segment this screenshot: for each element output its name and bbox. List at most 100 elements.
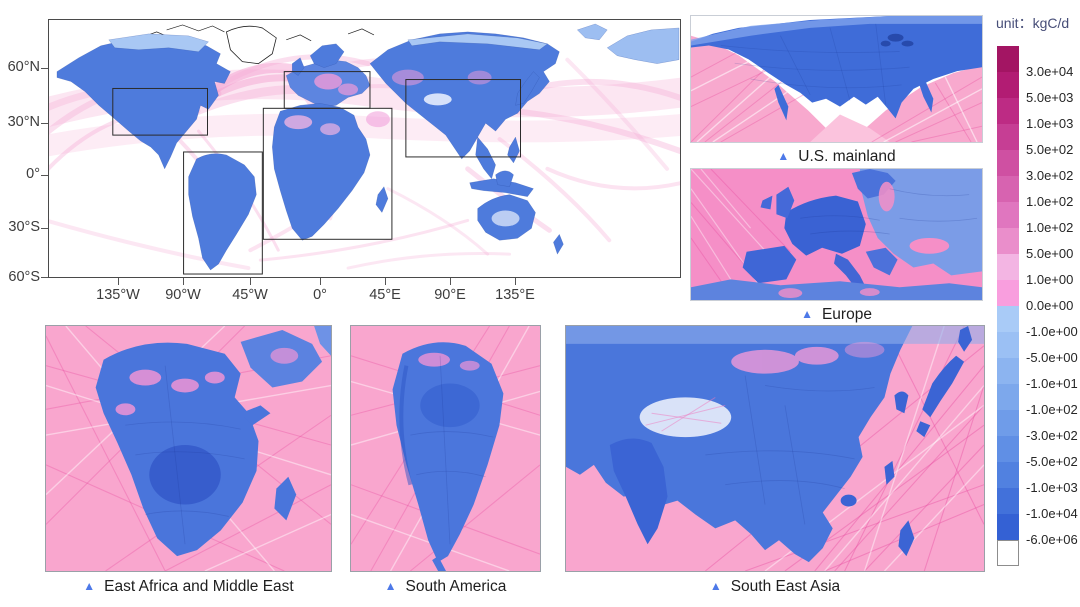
baltic-sea bbox=[878, 181, 895, 212]
colorbar-tick-label: -5.0e+00 bbox=[1026, 350, 1078, 365]
triangle-marker-icon: ▲ bbox=[83, 579, 96, 593]
great-lakes bbox=[880, 33, 914, 47]
colorbar-segment bbox=[997, 462, 1019, 488]
y-axis-tick bbox=[41, 175, 48, 176]
taiwan bbox=[884, 460, 895, 485]
unit-prefix: unit： bbox=[996, 15, 1033, 31]
south-america-map bbox=[351, 326, 540, 571]
colorbar-tick-label: 1.0e+00 bbox=[1026, 272, 1074, 287]
colorbar-segment bbox=[997, 202, 1019, 228]
y-axis-label: 30°N bbox=[7, 114, 40, 130]
x-axis-label: 90°E bbox=[434, 287, 466, 303]
colorbar-segment bbox=[997, 514, 1019, 540]
colorbar-segment bbox=[997, 358, 1019, 384]
triangle-marker-icon: ▲ bbox=[709, 579, 722, 593]
panel-east-africa bbox=[45, 325, 332, 572]
colorbar-tick-label: -1.0e+04 bbox=[1026, 506, 1078, 521]
caption-east-africa: ▲ East Africa and Middle East bbox=[45, 576, 332, 598]
colorbar-tick-label: -1.0e+00 bbox=[1026, 324, 1078, 339]
y-axis-tick bbox=[41, 228, 48, 229]
colorbar-segment bbox=[997, 410, 1019, 436]
colorbar-tick-label: -6.0e+06 bbox=[1026, 532, 1078, 547]
x-axis-label: 90°W bbox=[165, 287, 201, 303]
colorbar-tick-label: 0.0e+00 bbox=[1026, 298, 1074, 313]
continents bbox=[56, 23, 680, 271]
colorbar-segment bbox=[997, 436, 1019, 462]
road-texture bbox=[720, 23, 910, 105]
colorbar-segment bbox=[997, 488, 1019, 514]
y-axis-tick bbox=[41, 68, 48, 69]
caption-label-southeast-asia: South East Asia bbox=[730, 578, 841, 595]
korea bbox=[894, 391, 909, 414]
central-africa-shade bbox=[149, 445, 221, 505]
caption-label-europe: Europe bbox=[821, 306, 872, 323]
y-axis-label: 60°N bbox=[7, 59, 40, 75]
colorbar-segment bbox=[997, 228, 1019, 254]
colorbar-segment bbox=[997, 280, 1019, 306]
triangle-marker-icon: ▲ bbox=[801, 307, 813, 321]
colorbar-tick-label: 1.0e+02 bbox=[1026, 220, 1074, 235]
europe-map bbox=[691, 169, 982, 300]
region-box-east-africa bbox=[262, 107, 393, 240]
y-axis-tick bbox=[41, 277, 48, 278]
x-axis-label: 45°E bbox=[369, 287, 401, 303]
region-box-us bbox=[112, 87, 208, 136]
sahel-pink-patches bbox=[115, 369, 225, 416]
x-axis-tick bbox=[320, 278, 321, 285]
triangle-marker-icon: ▲ bbox=[384, 579, 397, 593]
caption-label-south-america: South America bbox=[405, 578, 507, 595]
colorbar-unit-label: unit：kgC/d bbox=[996, 13, 1069, 33]
colorbar-tick-label: 5.0e+02 bbox=[1026, 142, 1074, 157]
panel-south-america bbox=[350, 325, 541, 572]
caption-label-east-africa: East Africa and Middle East bbox=[104, 578, 294, 595]
colorbar bbox=[997, 46, 1019, 566]
x-axis-tick bbox=[183, 278, 184, 285]
x-axis-tick bbox=[450, 278, 451, 285]
land-texture bbox=[705, 375, 875, 525]
mongolia-pink-patches bbox=[731, 341, 885, 374]
us-mainland-map bbox=[691, 16, 982, 142]
panel-europe bbox=[690, 168, 983, 301]
x-axis-label: 45°W bbox=[232, 287, 268, 303]
east-africa-map bbox=[46, 326, 331, 571]
y-axis-label: 60°S bbox=[8, 269, 40, 285]
colorbar-segment bbox=[997, 254, 1019, 280]
land-texture bbox=[125, 365, 245, 545]
colorbar-tick-label: 3.0e+04 bbox=[1026, 64, 1074, 79]
hainan bbox=[840, 494, 857, 507]
land-texture bbox=[800, 188, 978, 235]
x-axis-tick bbox=[515, 278, 516, 285]
colorbar-tick-label: 1.0e+03 bbox=[1026, 116, 1074, 131]
x-axis-label: 0° bbox=[313, 287, 327, 303]
panel-southeast-asia bbox=[565, 325, 985, 572]
india bbox=[609, 438, 668, 545]
colorbar-tick-label: -1.0e+02 bbox=[1026, 402, 1078, 417]
tibet-plateau bbox=[639, 397, 732, 438]
caption-label-us-mainland: U.S. mainland bbox=[798, 148, 896, 165]
plateau-streaks bbox=[645, 396, 726, 432]
colorbar-segment bbox=[997, 540, 1019, 566]
colorbar-segment bbox=[997, 150, 1019, 176]
colorbar-segment bbox=[997, 98, 1019, 124]
philippines bbox=[898, 520, 915, 557]
world-map bbox=[49, 20, 680, 277]
colorbar-tick-label: 5.0e+00 bbox=[1026, 246, 1074, 261]
colorbar-segment bbox=[997, 124, 1019, 150]
unit-value: kgC/d bbox=[1032, 15, 1070, 31]
land-texture bbox=[410, 355, 494, 545]
colorbar-tick-label: 1.0e+02 bbox=[1026, 194, 1074, 209]
panel-us-mainland bbox=[690, 15, 983, 143]
caption-us-mainland: ▲ U.S. mainland bbox=[690, 147, 983, 167]
region-box-southeast-asia bbox=[405, 79, 522, 158]
x-axis-label: 135°E bbox=[495, 287, 535, 303]
caption-southeast-asia: ▲ South East Asia bbox=[565, 576, 985, 598]
colorbar-segment bbox=[997, 46, 1019, 72]
japan bbox=[922, 355, 965, 418]
land-patches bbox=[284, 69, 520, 227]
black-sea bbox=[909, 237, 950, 254]
colorbar-segment bbox=[997, 332, 1019, 358]
caption-europe: ▲ Europe bbox=[690, 305, 983, 325]
triangle-marker-icon: ▲ bbox=[777, 149, 790, 163]
colorbar-segment bbox=[997, 306, 1019, 332]
